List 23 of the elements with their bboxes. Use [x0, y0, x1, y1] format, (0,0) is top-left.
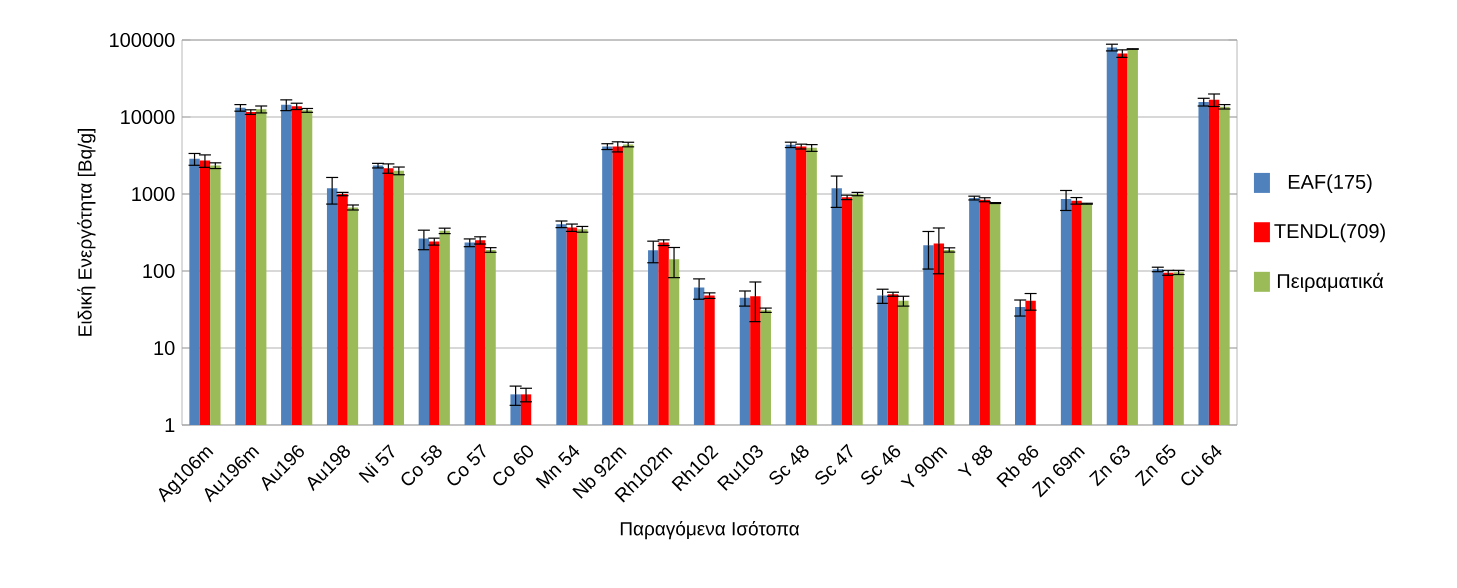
x-tick-label: Y 88	[957, 445, 993, 477]
x-tick-label: Sc 47	[815, 443, 853, 485]
x-tick-label: Co 58	[401, 445, 442, 486]
y-tick-label: 10	[154, 340, 175, 356]
legend-label: TENDL(709)	[1274, 223, 1385, 243]
x-tick-label: Co 60	[493, 445, 534, 486]
legend-label: EAF(175)	[1288, 174, 1372, 193]
x-tick-label: Sc 46	[861, 445, 901, 485]
x-axis-title: Παραγόμενα Ισότοπα	[620, 520, 800, 540]
x-tick-label: Cu 64	[1181, 444, 1222, 486]
x-tick-label: Sc 48	[769, 445, 809, 485]
legend-label: Πειραματικά	[1277, 272, 1384, 293]
y-tick-label: 10000	[121, 109, 175, 125]
y-axis-title: Ειδική Ενεργότητα [Bq/g]	[77, 129, 96, 336]
y-tick-label: 1	[165, 418, 175, 432]
x-tick-label: Co 57	[447, 443, 486, 486]
y-tick-label: 100	[143, 263, 175, 279]
y-tick-label: 1000	[132, 186, 175, 202]
x-tick-label: Zn 63	[1089, 445, 1130, 487]
x-tick-label: Zn 65	[1134, 444, 1176, 487]
y-tick-label: 100000	[110, 32, 175, 48]
x-tick-label: Y 90m	[900, 447, 948, 488]
x-tick-label: Ni 57	[358, 444, 395, 483]
